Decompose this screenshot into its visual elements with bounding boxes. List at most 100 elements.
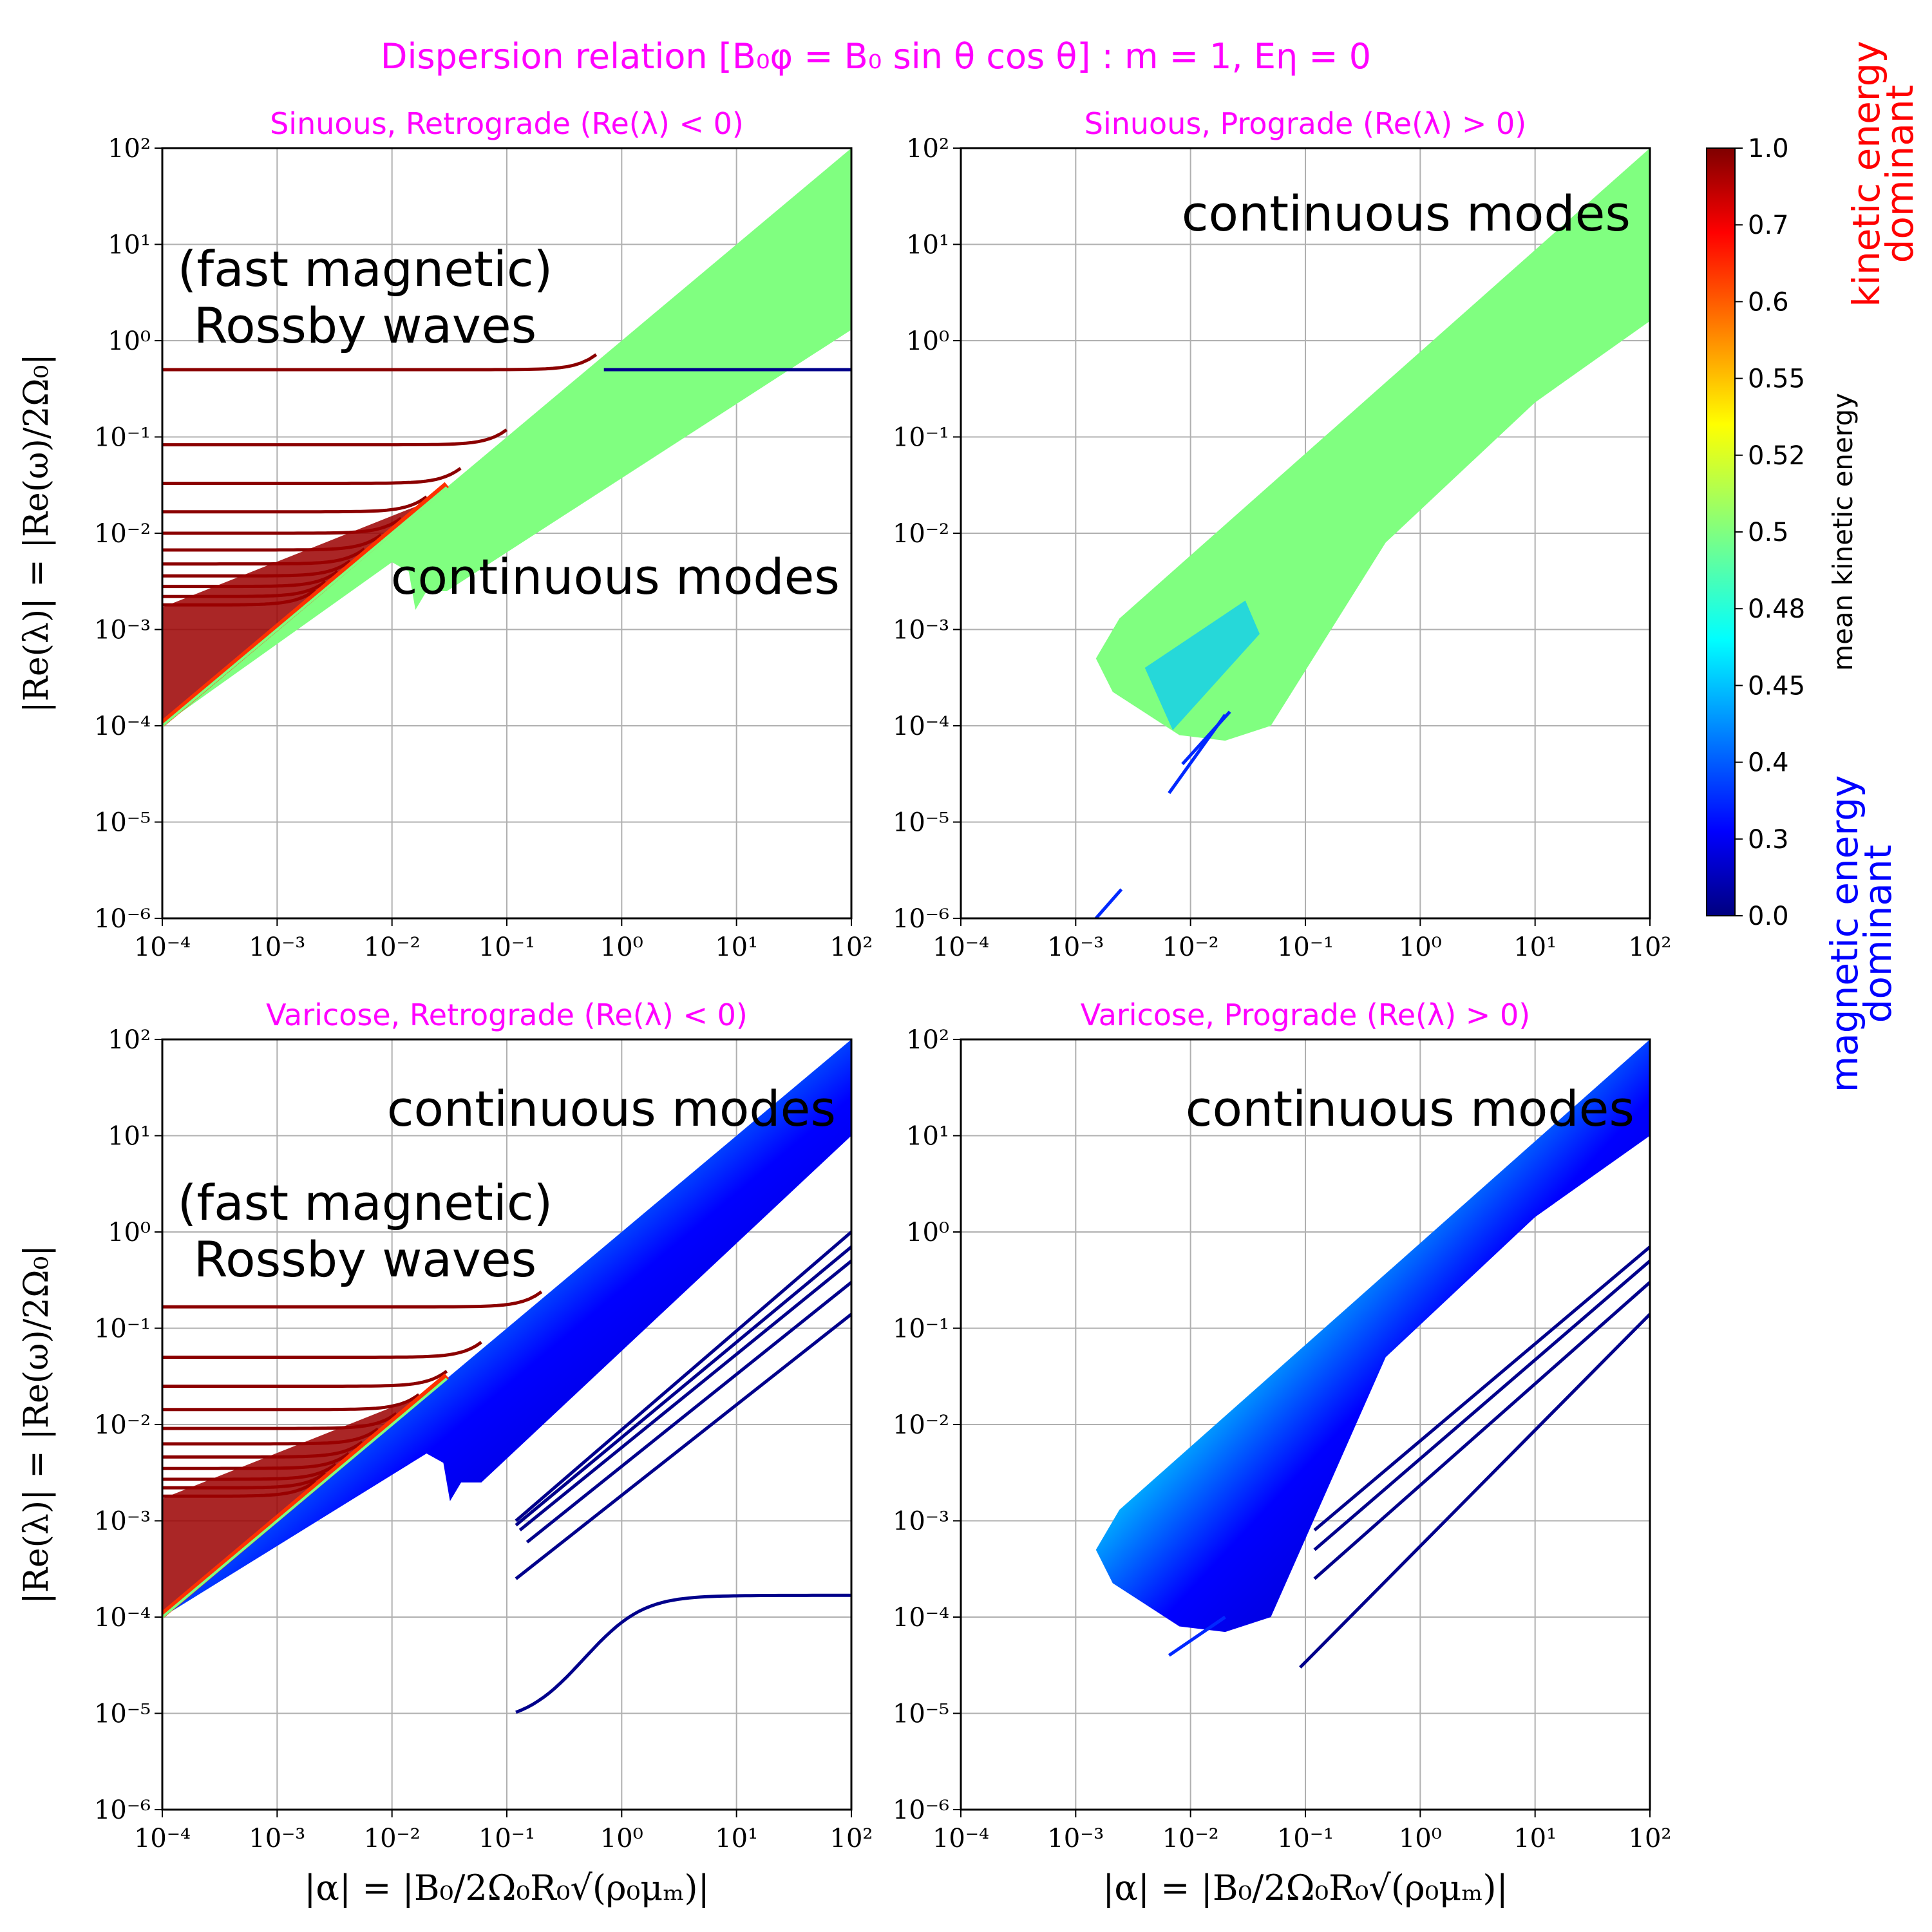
colorbar-tick-label: 0.6	[1748, 287, 1789, 317]
y-tick-label: 10⁻⁶	[893, 904, 949, 934]
colorbar: 1.0 0.7 0.6 0.55 0.52 0.5 0.48 0.45 0.4 0.3 0.0 me…	[1706, 41, 1922, 1093]
y-tick-label: 10⁻³	[893, 616, 949, 645]
colorbar-tick-label: 0.55	[1748, 365, 1805, 394]
colorbar-bottom-label-2: dominant	[1856, 845, 1900, 1023]
y-tick-label: 10⁻²	[893, 1410, 949, 1440]
x-tick-label: 10²	[830, 933, 873, 962]
x-tick-label: 10⁰	[1399, 933, 1442, 962]
slow-magnetic-branch	[515, 1593, 851, 1714]
x-tick-label: 10²	[1629, 1824, 1672, 1853]
continuum-band	[1095, 148, 1650, 741]
y-tick-label: 10¹	[108, 231, 151, 260]
annotation: (fast magnetic)	[178, 240, 553, 298]
annotation: Rossby waves	[194, 297, 537, 354]
y-tick-label: 10⁻⁵	[893, 1700, 949, 1729]
y-tick-label: 10⁻⁵	[94, 808, 151, 838]
y-tick-label: 10⁻²	[94, 1410, 151, 1440]
y-tick-label: 10⁻³	[94, 616, 151, 645]
plot-area	[162, 1039, 851, 1714]
x-tick-label: 10⁻¹	[478, 1824, 535, 1853]
y-tick-label: 10¹	[108, 1122, 151, 1151]
x-tick-label: 10⁻²	[364, 933, 421, 962]
plot-area	[162, 148, 851, 727]
rossby-wave-edge	[162, 482, 449, 726]
y-tick-label: 10⁰	[906, 1218, 949, 1247]
magnetic-mode-curve	[1181, 710, 1231, 766]
rossby-wave-curves	[162, 353, 598, 727]
magnetic-mode-curve	[518, 1260, 851, 1531]
y-tick-label: 10⁻⁴	[94, 712, 151, 741]
y-tick-label: 10⁻⁶	[94, 1795, 151, 1825]
y-tick-label: 10¹	[906, 1122, 949, 1151]
y-tick-label: 10⁻²	[893, 519, 949, 549]
x-tick-label: 10²	[1629, 933, 1672, 962]
annotation: continuous modes	[1186, 1080, 1634, 1137]
y-tick-label: 10⁰	[906, 327, 949, 356]
x-tick-label: 10⁰	[600, 1824, 643, 1853]
magnetic-mode-curve	[1168, 1615, 1226, 1657]
colorbar-label: mean kinetic energy	[1827, 393, 1859, 671]
rossby-wave-edge-green	[162, 1378, 448, 1618]
magnetic-mode-curve	[1299, 1312, 1650, 1669]
panel-title: Sinuous, Prograde (Re(λ) > 0)	[1084, 106, 1526, 141]
magnetic-mode-curve	[1313, 1260, 1650, 1551]
rossby-wave-curve	[162, 428, 508, 447]
x-tick-label: 10⁻¹	[478, 933, 535, 962]
plot-area	[1095, 1039, 1650, 1669]
colorbar-bottom-label-1: magnetic energy	[1823, 775, 1866, 1093]
x-tick-label: 10¹	[715, 1824, 758, 1853]
x-tick-label: 10⁻⁴	[134, 933, 191, 962]
y-tick-label: 10⁻²	[94, 519, 151, 549]
panel-title: Sinuous, Retrograde (Re(λ) < 0)	[270, 106, 744, 141]
continuum-band-cyan-region	[1144, 600, 1260, 730]
colorbar-tick-label: 0.48	[1748, 594, 1805, 624]
y-tick-label: 10²	[906, 1025, 949, 1055]
rossby-wave-curve	[162, 1393, 420, 1412]
magnetic-mode-curve	[515, 1245, 851, 1527]
plot-area	[1094, 148, 1650, 918]
y-axis-label: |Re(λ)| = |Re(ω)/2Ω₀|	[17, 354, 56, 713]
y-tick-label: 10²	[906, 134, 949, 164]
rossby-wave-curve	[162, 467, 462, 485]
y-tick-label: 10⁻⁶	[94, 904, 151, 934]
y-tick-label: 10⁻¹	[94, 423, 151, 453]
y-axis-label: |Re(λ)| = |Re(ω)/2Ω₀|	[17, 1245, 56, 1604]
magnetic-mode-curve	[515, 1312, 851, 1580]
y-tick-label: 10⁻⁴	[893, 712, 949, 741]
colorbar-tick-label: 0.4	[1748, 748, 1789, 778]
continuum-band	[1095, 1039, 1650, 1633]
y-tick-label: 10⁻¹	[893, 1314, 949, 1344]
colorbar-gradient	[1706, 147, 1736, 916]
x-axis-label: |α| = |B₀/2Ω₀R₀√(ρ₀μₘ)|	[1103, 1868, 1508, 1908]
x-tick-label: 10⁰	[600, 933, 643, 962]
colorbar-top-label-2: dominant	[1878, 85, 1922, 263]
panel-title: Varicose, Prograde (Re(λ) > 0)	[1081, 998, 1530, 1032]
magnetic-mode-curve	[1094, 888, 1123, 918]
rossby-wave-edge	[162, 1373, 449, 1618]
y-tick-label: 10⁻³	[893, 1507, 949, 1537]
x-tick-label: 10⁻⁴	[134, 1824, 191, 1853]
annotation: Rossby waves	[194, 1231, 537, 1288]
y-tick-label: 10⁻⁴	[94, 1603, 151, 1633]
colorbar-top-label-1: kinetic energy	[1844, 41, 1888, 307]
y-tick-label: 10⁻¹	[94, 1314, 151, 1344]
panel-4: 10⁻⁴ 10⁻³ 10⁻² 10⁻¹ 10⁰ 10¹ 10² 10² 10¹ 10⁰ 10⁻¹ 10…	[893, 998, 1672, 1908]
x-tick-label: 10⁰	[1399, 1824, 1442, 1853]
x-tick-label: 10¹	[1513, 1824, 1557, 1853]
y-tick-label: 10⁻⁴	[893, 1603, 949, 1633]
panel-3: 10⁻⁴ 10⁻³ 10⁻² 10⁻¹ 10⁰ 10¹ 10² 10² 10¹ 10⁰ 10⁻¹ 10…	[17, 998, 873, 1908]
magnetic-mode-curves	[1168, 1245, 1650, 1669]
y-tick-label: 10⁻⁶	[893, 1795, 949, 1825]
y-tick-label: 10⁰	[108, 327, 151, 356]
figure-title: Dispersion relation [B₀φ = B₀ sin θ cos …	[381, 36, 1371, 77]
panel-2: 10⁻⁴ 10⁻³ 10⁻² 10⁻¹ 10⁰ 10¹ 10² 10² 10¹ 10⁰ 10⁻¹ 10…	[893, 106, 1672, 962]
y-tick-label: 10⁰	[108, 1218, 151, 1247]
panel-title: Varicose, Retrograde (Re(λ) < 0)	[266, 998, 748, 1032]
colorbar-tick-label: 0.7	[1748, 211, 1789, 240]
colorbar-tick-label: 1.0	[1748, 134, 1789, 164]
x-tick-label: 10⁻²	[364, 1824, 421, 1853]
colorbar-tick-label: 0.3	[1748, 825, 1789, 855]
y-tick-label: 10¹	[906, 231, 949, 260]
rossby-wave-curve	[162, 1290, 543, 1309]
